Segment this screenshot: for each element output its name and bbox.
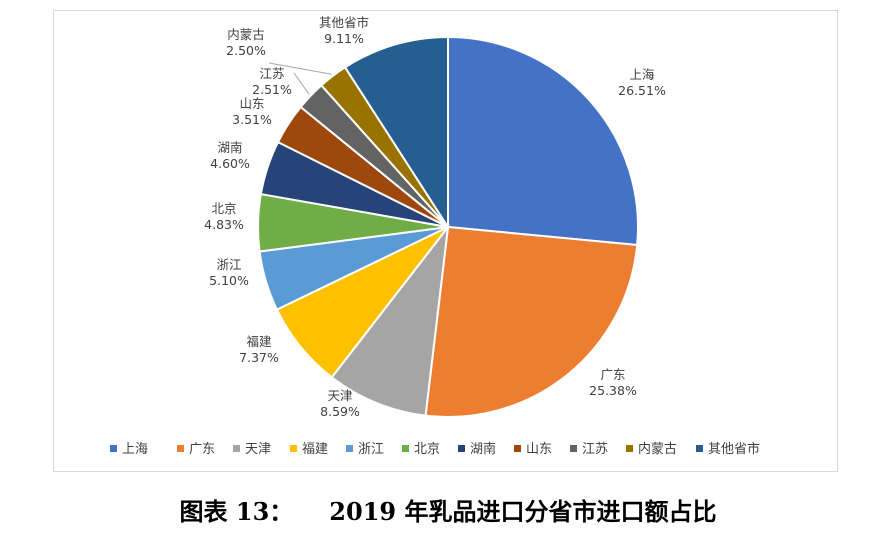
slice-label-name-8: 江苏 xyxy=(259,66,284,81)
leader-line-9 xyxy=(268,62,332,75)
legend-swatch-6 xyxy=(458,445,465,452)
figure-caption: 图表 13： 2019 年乳品进口分省市进口额占比 xyxy=(0,492,896,527)
legend-swatch-3 xyxy=(290,445,297,452)
legend-swatch-9 xyxy=(626,445,633,452)
slice-label-name-3: 福建 xyxy=(246,334,272,349)
legend: 上海 广东 天津 福建 浙江 北京 湖南 山东 江苏 内蒙古 其他省市 xyxy=(110,441,760,457)
slice-label-value-3: 7.37% xyxy=(239,350,279,365)
leader-line-8 xyxy=(293,72,310,95)
slice-label-name-2: 天津 xyxy=(327,388,352,403)
slice-label-value-4: 5.10% xyxy=(209,273,249,288)
legend-swatch-10 xyxy=(696,445,703,452)
slice-label-name-6: 湖南 xyxy=(217,140,242,155)
legend-label-10: 其他省市 xyxy=(708,441,760,457)
legend-swatch-7 xyxy=(514,445,521,452)
legend-swatch-1 xyxy=(177,445,184,452)
slice-labels: 上海26.51%广东25.38%天津8.59%福建7.37%浙江5.10%北京4… xyxy=(204,15,666,419)
legend-label-8: 江苏 xyxy=(582,441,608,457)
slice-label-name-5: 北京 xyxy=(211,201,236,216)
pie-chart: 上海26.51%广东25.38%天津8.59%福建7.37%浙江5.10%北京4… xyxy=(110,15,760,457)
slice-label-name-7: 山东 xyxy=(239,96,264,111)
slice-label-value-6: 4.60% xyxy=(210,156,250,171)
slice-label-value-1: 25.38% xyxy=(589,383,637,398)
pie-slice-1 xyxy=(424,225,639,419)
legend-swatch-8 xyxy=(570,445,577,452)
legend-label-1: 广东 xyxy=(189,442,215,457)
legend-swatch-5 xyxy=(402,445,409,452)
pie-slice-10 xyxy=(343,35,449,231)
legend-label-0: 上海 xyxy=(122,442,148,457)
legend-swatch-0 xyxy=(110,445,117,452)
legend-label-6: 湖南 xyxy=(470,441,496,457)
leader-lines xyxy=(268,62,332,95)
slice-label-value-7: 3.51% xyxy=(232,112,272,127)
legend-label-7: 山东 xyxy=(526,442,552,457)
slice-label-value-5: 4.83% xyxy=(204,217,244,232)
legend-label-2: 天津 xyxy=(245,442,271,457)
slice-label-value-10: 9.11% xyxy=(324,31,364,46)
slice-label-value-2: 8.59% xyxy=(320,404,360,419)
slice-label-name-9: 内蒙古 xyxy=(227,27,265,42)
legend-label-5: 北京 xyxy=(414,442,440,457)
chart-frame: 上海 26.51% 广东 25.38% 天津 8.59% 福建 7.37% 浙江 5.10% 北京 4… xyxy=(53,10,838,472)
pie-slice-0 xyxy=(447,35,639,247)
legend-label-3: 福建 xyxy=(302,442,328,457)
legend-label-4: 浙江 xyxy=(358,442,384,457)
legend-label-9: 内蒙古 xyxy=(638,441,677,457)
pie-slice-2 xyxy=(330,223,450,417)
slice-label-name-10: 其他省市 xyxy=(319,15,369,30)
pie-slices xyxy=(257,35,639,419)
slice-label-value-9: 2.50% xyxy=(226,43,266,58)
caption-title: 2019 年乳品进口分省市进口额占比 xyxy=(329,497,717,526)
caption-figure-number: 图表 13： xyxy=(179,497,294,526)
slice-label-name-0: 上海 xyxy=(629,67,655,82)
slice-label-value-0: 26.51% xyxy=(618,83,666,98)
legend-swatch-4 xyxy=(346,445,353,452)
slice-label-name-1: 广东 xyxy=(600,367,625,382)
legend-swatch-2 xyxy=(233,445,240,452)
slice-label-name-4: 浙江 xyxy=(216,257,241,272)
slice-label-value-8: 2.51% xyxy=(252,82,292,97)
